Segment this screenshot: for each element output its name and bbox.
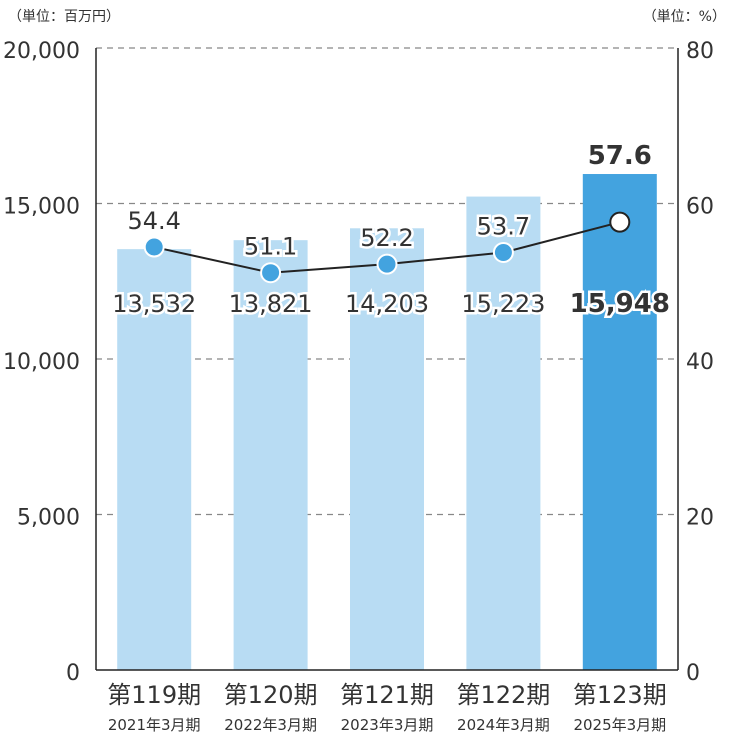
left-tick-label: 20,000 bbox=[3, 39, 80, 64]
left-tick-label: 0 bbox=[66, 661, 80, 686]
bar-data-label: 15,223 bbox=[461, 290, 545, 318]
left-tick-label: 10,000 bbox=[3, 350, 80, 375]
line-data-label: 51.1 bbox=[244, 233, 297, 261]
bar bbox=[233, 240, 308, 670]
category-label: 第121期 bbox=[340, 681, 434, 709]
bar-data-label: 15,948 bbox=[570, 289, 670, 319]
category-label: 第120期 bbox=[224, 681, 318, 709]
category-sublabel: 2023年3月期 bbox=[341, 716, 434, 734]
line-data-label: 53.7 bbox=[477, 212, 530, 240]
right-tick-label: 80 bbox=[686, 39, 714, 64]
bar-data-label: 13,821 bbox=[229, 290, 313, 318]
right-axis-unit: （単位：%） bbox=[642, 9, 726, 25]
line-marker bbox=[492, 241, 514, 263]
line-data-label: 57.6 bbox=[588, 141, 652, 171]
line-marker bbox=[143, 236, 165, 258]
bar-data-label: 14,203 bbox=[345, 290, 429, 318]
category-label: 第123期 bbox=[573, 681, 667, 709]
category-label: 第122期 bbox=[456, 681, 550, 709]
left-tick-label: 15,000 bbox=[3, 195, 80, 220]
category-sublabel: 2021年3月期 bbox=[108, 716, 201, 734]
line-marker bbox=[376, 253, 398, 275]
line-data-label: 54.4 bbox=[127, 207, 180, 235]
right-tick-label: 20 bbox=[686, 506, 714, 531]
line-marker bbox=[260, 262, 282, 284]
right-tick-label: 60 bbox=[686, 195, 714, 220]
category-label: 第119期 bbox=[107, 681, 201, 709]
category-sublabel: 2024年3月期 bbox=[457, 716, 550, 734]
bar-data-label: 13,532 bbox=[112, 290, 196, 318]
right-tick-label: 0 bbox=[686, 661, 700, 686]
line-marker bbox=[609, 211, 631, 233]
right-tick-label: 40 bbox=[686, 350, 714, 375]
bar bbox=[117, 249, 192, 671]
bar bbox=[466, 196, 541, 670]
line-data-label: 52.2 bbox=[360, 224, 413, 252]
left-axis-unit: （単位：百万円） bbox=[8, 9, 120, 25]
category-sublabel: 2025年3月期 bbox=[573, 716, 666, 734]
bar bbox=[350, 228, 424, 671]
left-tick-label: 5,000 bbox=[17, 506, 80, 531]
category-sublabel: 2022年3月期 bbox=[224, 716, 317, 734]
bar bbox=[582, 174, 657, 670]
